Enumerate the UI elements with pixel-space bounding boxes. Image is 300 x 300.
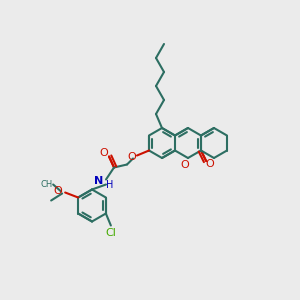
Text: O: O — [54, 187, 62, 196]
Text: N: N — [94, 176, 103, 187]
Text: O: O — [206, 159, 214, 169]
Text: Cl: Cl — [105, 227, 116, 238]
Text: H: H — [106, 179, 114, 190]
Text: O: O — [100, 148, 108, 158]
Text: CH: CH — [40, 180, 52, 189]
Text: O: O — [128, 152, 136, 161]
Text: O: O — [181, 160, 189, 170]
